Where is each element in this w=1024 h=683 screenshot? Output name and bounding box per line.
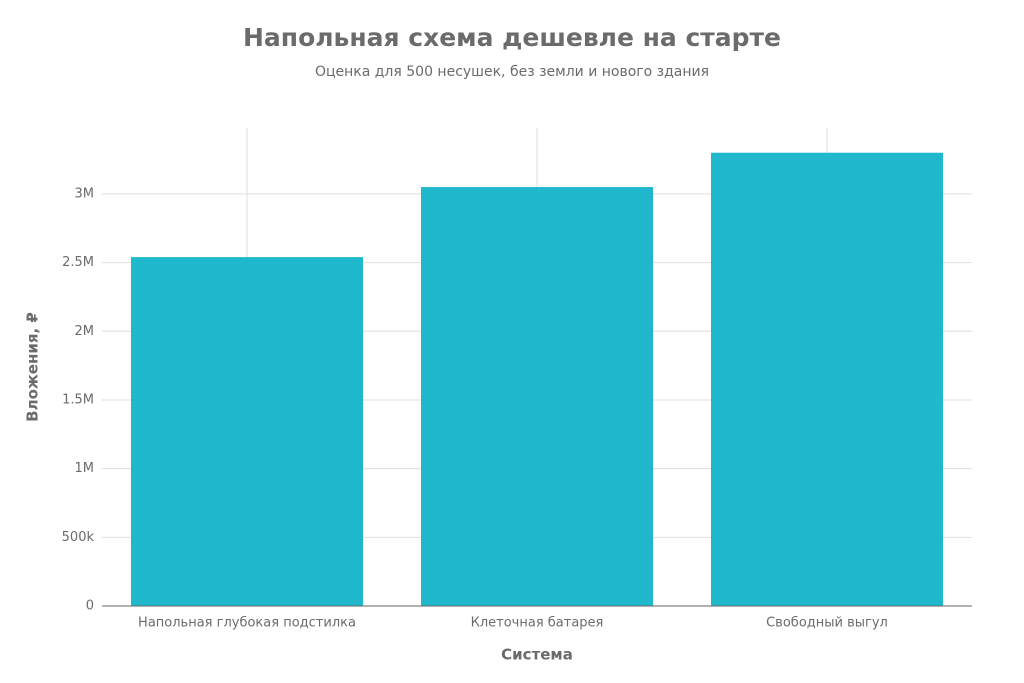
x-tick-label: Клеточная батарея (471, 616, 604, 631)
y-tick-label: 1M (75, 461, 95, 476)
bar (131, 257, 363, 606)
y-tick-label: 2.5M (62, 255, 94, 270)
bar (421, 187, 653, 606)
x-axis-label: Система (501, 646, 573, 664)
y-axis-label: Вложения, ₽ (24, 312, 42, 422)
y-tick-label: 500k (62, 530, 95, 545)
y-tick-label: 0 (86, 599, 94, 614)
y-tick-label: 1.5M (62, 392, 94, 407)
x-tick-label: Напольная глубокая подстилка (138, 616, 356, 631)
x-tick-label: Свободный выгул (766, 616, 888, 631)
chart-subtitle: Оценка для 500 несушек, без земли и ново… (315, 64, 709, 80)
y-tick-label: 3M (75, 186, 95, 201)
bar (711, 152, 943, 607)
chart-title: Напольная схема дешевле на старте (243, 23, 781, 52)
y-tick-label: 2M (75, 324, 95, 339)
